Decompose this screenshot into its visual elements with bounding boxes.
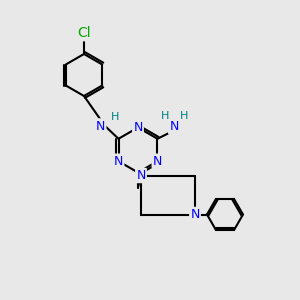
Text: N: N <box>114 155 123 168</box>
Text: N: N <box>153 155 162 168</box>
Text: N: N <box>136 169 146 182</box>
Text: H: H <box>180 111 189 121</box>
Text: H: H <box>111 112 120 122</box>
Text: N: N <box>96 119 105 133</box>
Text: H: H <box>161 111 169 121</box>
Text: N: N <box>190 208 200 221</box>
Text: N: N <box>133 121 143 134</box>
Text: Cl: Cl <box>77 26 91 40</box>
Text: N: N <box>169 120 179 133</box>
